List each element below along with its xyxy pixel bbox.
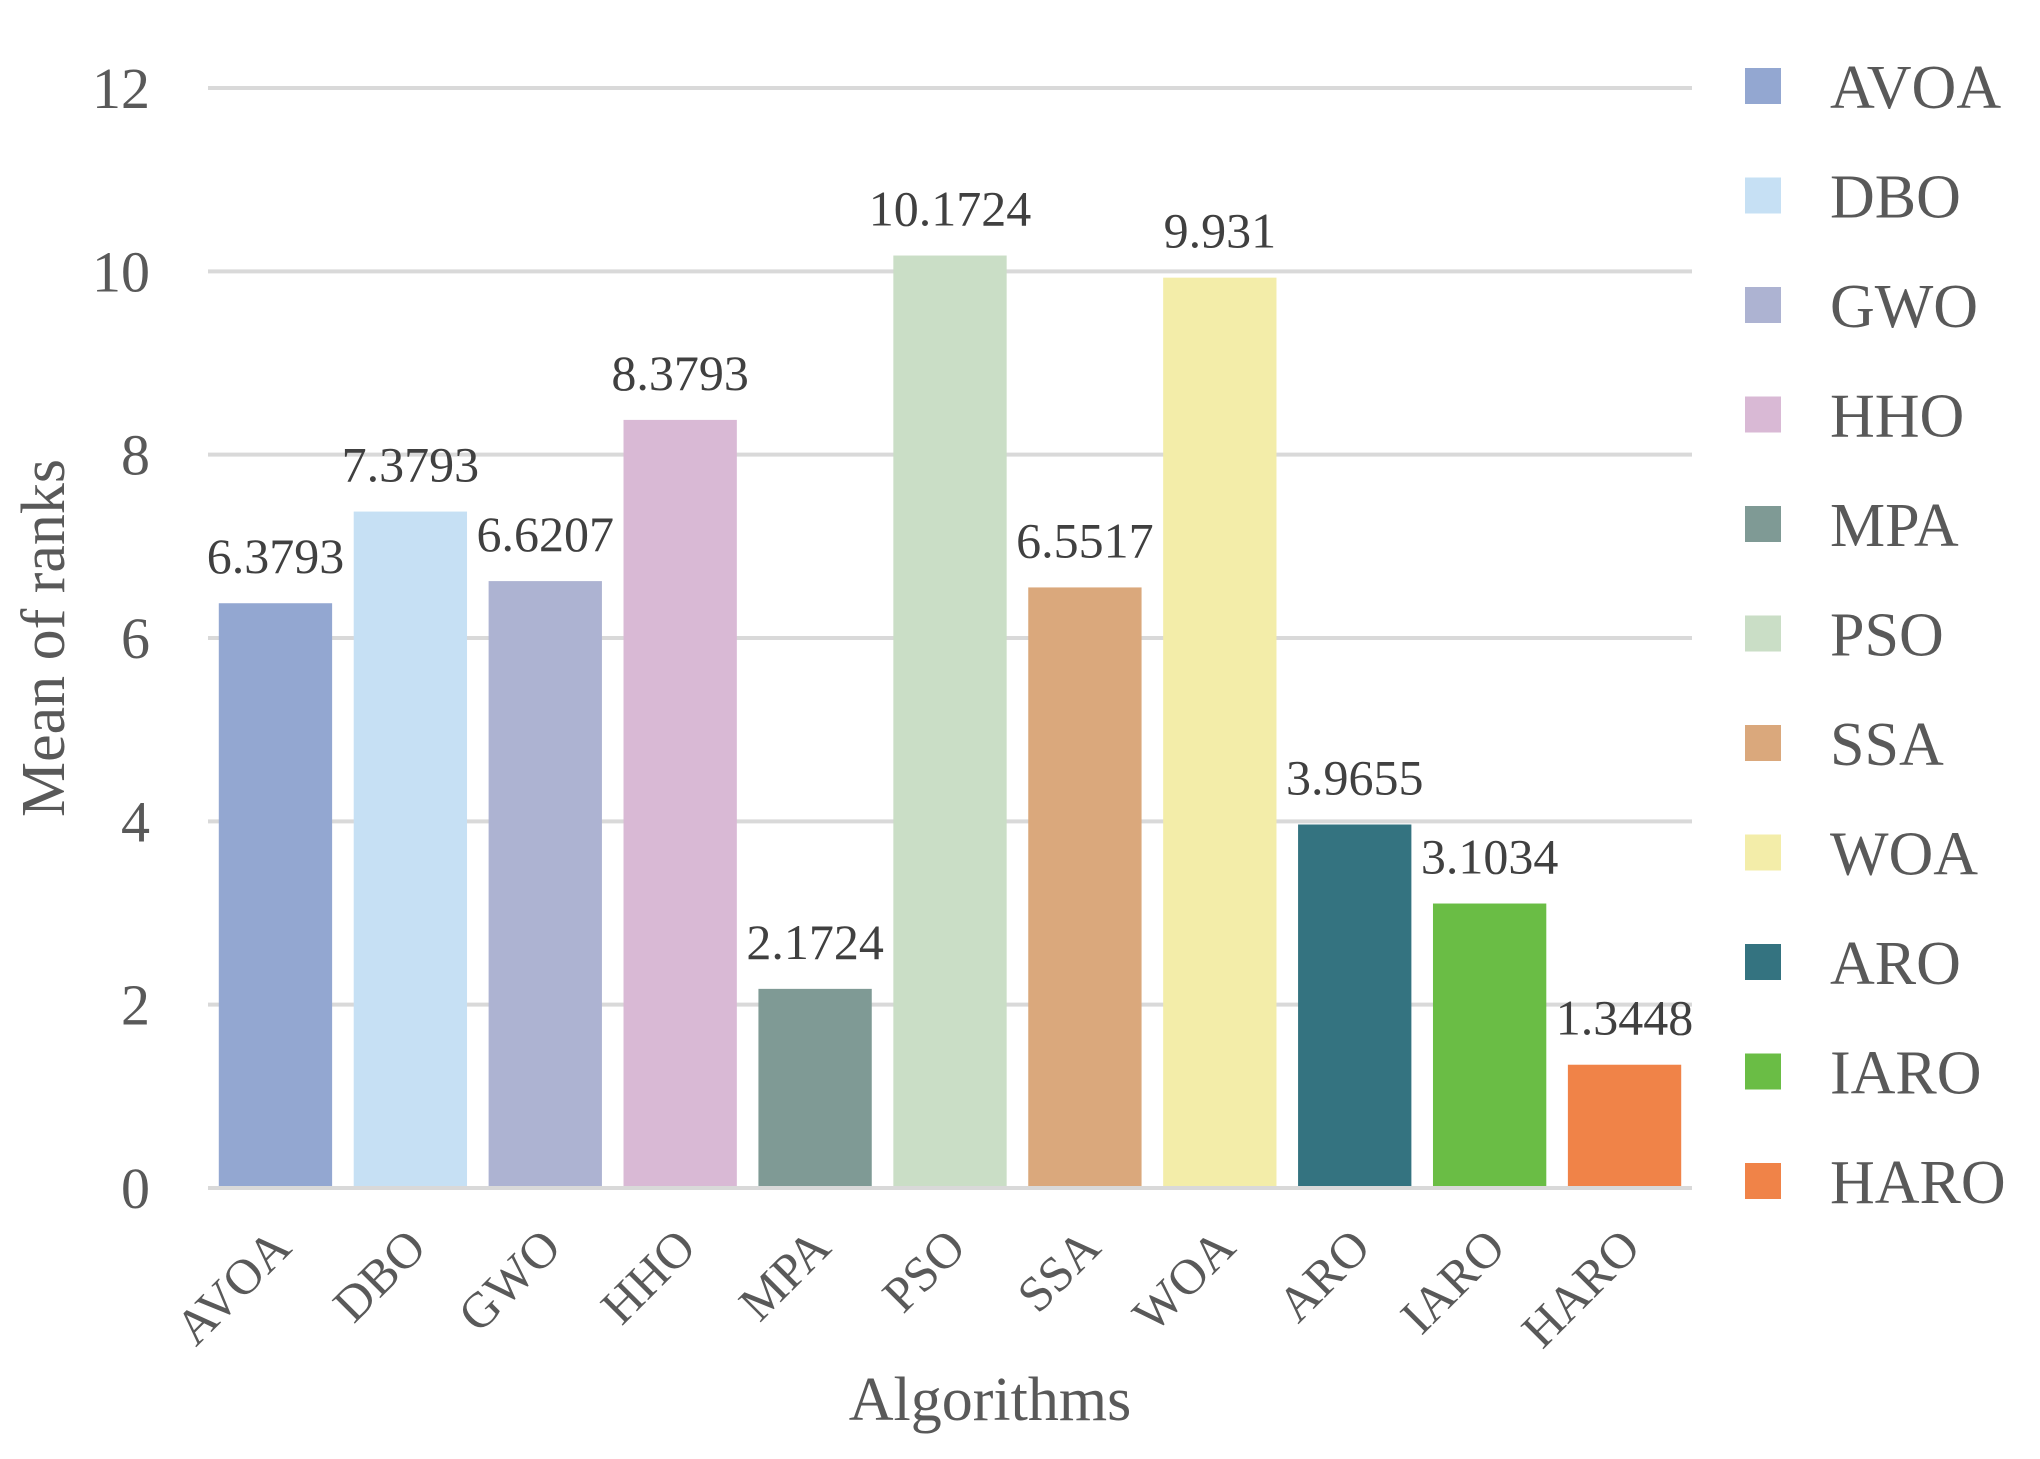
data-label: 6.3793 (207, 528, 345, 584)
x-category-label: HHO (590, 1218, 706, 1334)
legend-swatch (1745, 287, 1781, 323)
bar-ssa (1028, 587, 1142, 1188)
bar-mpa (758, 988, 872, 1188)
legend-swatch (1745, 68, 1781, 104)
legend-swatch (1745, 834, 1781, 871)
bar-aro (1298, 824, 1412, 1188)
legend-swatch (1745, 396, 1781, 433)
data-label: 10.1724 (869, 181, 1032, 237)
legend-label: DBO (1830, 164, 1961, 232)
y-tick-label: 8 (121, 423, 150, 488)
x-category-label: SSA (1006, 1218, 1110, 1322)
bar-gwo (488, 581, 602, 1188)
x-axis-title: Algorithms (849, 1366, 1131, 1434)
y-tick-label: 4 (121, 789, 150, 854)
data-label: 8.3793 (611, 345, 749, 401)
legend-label: IARO (1830, 1040, 1982, 1108)
legend: AVOA DBO GWO HHO MPA PSO SSA WOA ARO IARO HARO (1745, 54, 2006, 1217)
legend-swatch (1745, 1053, 1781, 1090)
y-axis-title: Mean of ranks (10, 459, 78, 817)
legend-label: HARO (1830, 1149, 2006, 1217)
legend-label: PSO (1830, 602, 1944, 670)
legend-swatch (1745, 944, 1781, 980)
data-label: 3.9655 (1286, 749, 1424, 805)
bar-dbo (353, 511, 468, 1188)
bar-hho (623, 419, 737, 1189)
legend-label: ARO (1830, 930, 1961, 998)
legend-swatch (1745, 1163, 1781, 1199)
bar-woa (1163, 277, 1277, 1188)
y-tick-label: 0 (121, 1156, 150, 1221)
legend-swatch (1745, 615, 1781, 652)
x-category-label: ARO (1266, 1218, 1380, 1332)
bar-haro (1567, 1064, 1682, 1188)
legend-swatch (1745, 725, 1781, 761)
legend-label: WOA (1830, 821, 1978, 889)
data-label: 2.1724 (746, 914, 884, 970)
bar-avoa (218, 603, 333, 1188)
y-tick-label: 12 (92, 56, 150, 121)
x-category-label: GWO (447, 1218, 571, 1342)
x-category-label: AVOA (164, 1218, 301, 1355)
data-label: 6.5517 (1016, 512, 1154, 568)
bars (218, 255, 1682, 1189)
data-label: 7.3793 (342, 437, 480, 493)
y-tick-label: 6 (121, 606, 150, 671)
y-tick-label: 10 (92, 239, 150, 304)
x-category-label: PSO (871, 1218, 975, 1322)
x-category-label: IARO (1389, 1218, 1515, 1344)
x-category-label: HARO (1511, 1218, 1651, 1358)
legend-label: HHO (1830, 383, 1964, 451)
legend-swatch (1745, 506, 1781, 542)
y-axis-ticks: 0 2 4 6 8 10 12 (92, 56, 150, 1221)
x-category-label: MPA (728, 1218, 841, 1331)
data-label: 3.1034 (1421, 829, 1559, 885)
data-label: 1.3448 (1556, 990, 1694, 1046)
legend-swatch (1745, 177, 1781, 214)
data-labels: 6.3793 7.3793 6.6207 8.3793 2.1724 10.1724 6.5… (207, 181, 1694, 1046)
bar-pso (893, 255, 1007, 1188)
legend-label: MPA (1830, 492, 1959, 560)
legend-label: GWO (1830, 273, 1978, 341)
y-tick-label: 2 (121, 973, 150, 1038)
bar-iaro (1432, 903, 1547, 1188)
legend-label: SSA (1830, 711, 1944, 779)
data-label: 6.6207 (477, 506, 615, 562)
x-category-label: WOA (1122, 1218, 1246, 1342)
data-label: 9.931 (1164, 203, 1277, 259)
x-category-label: DBO (322, 1218, 436, 1332)
legend-label: AVOA (1830, 54, 2001, 122)
